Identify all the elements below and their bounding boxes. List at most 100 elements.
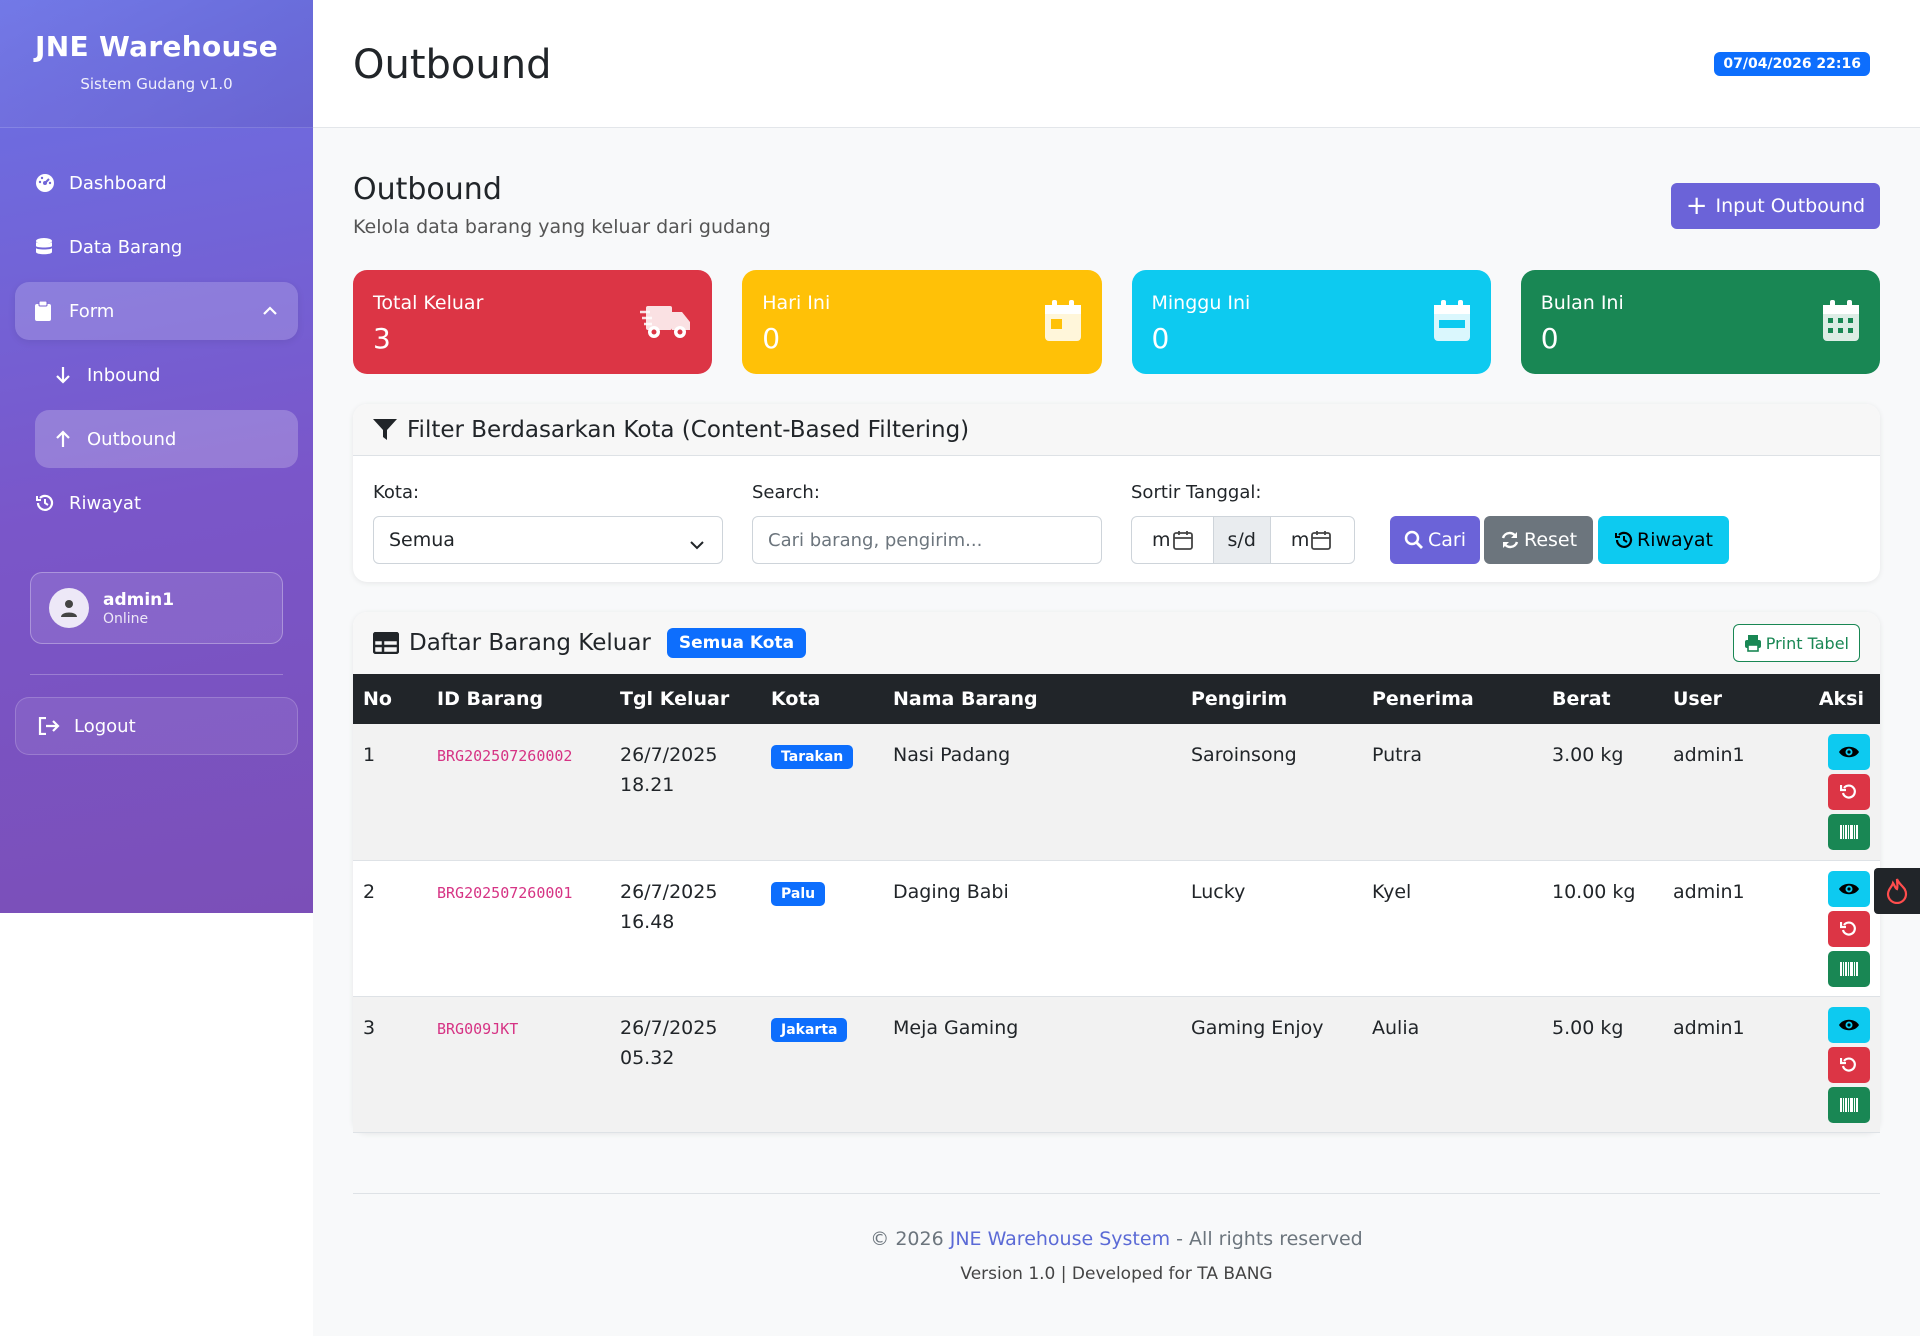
date-text: 26/7/2025 (620, 1016, 718, 1039)
barcode-button[interactable] (1828, 950, 1870, 987)
cell-penerima: Aulia (1362, 996, 1542, 1133)
date-from-input[interactable]: m (1132, 517, 1213, 563)
kota-badge: Tarakan (771, 745, 854, 769)
reset-button[interactable]: Reset (1484, 516, 1594, 564)
cell-penerima: Kyel (1362, 860, 1542, 997)
sidebar-item-label: Inbound (87, 364, 161, 386)
undo-icon (1840, 784, 1856, 799)
floating-fire-button[interactable] (1874, 868, 1920, 914)
view-button[interactable] (1828, 870, 1870, 907)
footer-version: Version 1.0 | Developed for TA BANG (960, 1263, 1273, 1284)
cell-berat: 5.00 kg (1542, 996, 1663, 1133)
sidebar-item-data-barang[interactable]: Data Barang (15, 218, 298, 276)
cell-penerima: Putra (1362, 724, 1542, 861)
kota-badge: Palu (771, 881, 826, 906)
logout-button[interactable]: Logout (15, 697, 298, 755)
col-tgl-keluar: Tgl Keluar (610, 674, 761, 724)
sidebar-item-outbound[interactable]: Outbound (35, 410, 298, 468)
cell-date: 26/7/2025 18.21 (610, 724, 761, 861)
cell-pengirim: Gaming Enjoy (1181, 996, 1362, 1133)
page-title: Outbound (353, 172, 502, 207)
chevron-up-icon (262, 301, 278, 322)
print-table-label: Print Tabel (1765, 633, 1849, 653)
riwayat-button[interactable]: Riwayat (1598, 516, 1729, 564)
date-to-input[interactable]: m (1271, 517, 1352, 563)
eye-icon (1839, 883, 1859, 894)
logout-label: Logout (74, 715, 136, 737)
cari-label: Cari (1428, 529, 1466, 551)
filter-icon (373, 418, 397, 441)
user-icon (61, 600, 77, 617)
riwayat-label: Riwayat (1637, 529, 1713, 551)
sidebar-item-form[interactable]: Form (15, 282, 298, 340)
col-berat: Berat (1542, 674, 1663, 724)
table-row: 3 BRG009JKT 26/7/2025 05.32 Jakarta Meja … (353, 996, 1880, 1133)
filter-card: Filter Berdasarkan Kota (Content-Based F… (353, 404, 1880, 582)
footer-brand-link[interactable]: JNE Warehouse System (949, 1227, 1171, 1250)
database-icon (35, 237, 69, 257)
logout-icon (38, 717, 74, 735)
table-row: 1 BRG202507260002 26/7/2025 18.21 Tarakan… (353, 724, 1880, 861)
cell-id: BRG202507260002 (427, 724, 610, 861)
rights-text: - All rights reserved (1176, 1227, 1363, 1250)
cell-aksi (1773, 996, 1880, 1133)
eye-icon (1839, 746, 1859, 758)
undo-button[interactable] (1828, 774, 1870, 810)
barcode-icon (1840, 961, 1858, 976)
date-text: 26/7/2025 (620, 880, 718, 903)
cell-kota: Palu (761, 860, 883, 997)
undo-button[interactable] (1828, 1046, 1870, 1083)
main-area: Outbound 07/04/2026 22:16 Outbound Kelol… (313, 0, 1920, 1336)
id-code: BRG202507260002 (437, 747, 573, 765)
kota-badge: Jakarta (771, 1017, 848, 1042)
kota-label: Kota: (373, 482, 420, 503)
truck-icon (640, 300, 692, 346)
barcode-button[interactable] (1828, 814, 1870, 850)
cell-berat: 3.00 kg (1542, 724, 1663, 861)
user-status: Online (103, 610, 149, 627)
sidebar-item-label: Form (69, 300, 115, 322)
search-input[interactable]: Cari barang, pengirim... (752, 516, 1102, 564)
cell-aksi (1773, 724, 1880, 861)
sidebar-item-riwayat[interactable]: Riwayat (15, 474, 298, 532)
sidebar-item-dashboard[interactable]: Dashboard (15, 154, 298, 212)
avatar (49, 588, 89, 628)
brand-title: JNE Warehouse (35, 30, 278, 63)
date-to-value: m (1290, 529, 1310, 551)
id-code: BRG202507260001 (437, 883, 573, 902)
time-text: 18.21 (620, 774, 675, 796)
print-table-button[interactable]: Print Tabel (1732, 624, 1860, 662)
calendar-month-icon (1822, 300, 1860, 346)
view-button[interactable] (1828, 1006, 1870, 1043)
search-placeholder: Cari barang, pengirim... (768, 529, 983, 551)
col-kota: Kota (761, 674, 883, 724)
kota-select[interactable]: Semua (373, 516, 723, 564)
page-header: Outbound Kelola data barang yang keluar … (353, 128, 1880, 270)
calendar-icon (1172, 530, 1193, 550)
sidebar-item-inbound[interactable]: Inbound (35, 346, 298, 404)
filter-title: Filter Berdasarkan Kota (Content-Based F… (407, 416, 970, 443)
stat-value: 0 (1540, 322, 1559, 355)
undo-button[interactable] (1828, 910, 1870, 947)
cell-aksi (1773, 860, 1880, 997)
view-button[interactable] (1828, 734, 1870, 770)
stat-label: Minggu Ini (1151, 292, 1251, 314)
brand-subtitle: Sistem Gudang v1.0 (80, 75, 233, 93)
sidebar: JNE Warehouse Sistem Gudang v1.0 Dashboa… (0, 0, 313, 913)
cari-button[interactable]: Cari (1390, 516, 1480, 564)
calendar-day-icon (1044, 300, 1082, 346)
col-no: No (353, 674, 427, 724)
reset-label: Reset (1524, 529, 1578, 551)
cell-no: 3 (353, 996, 427, 1133)
sidebar-item-label: Riwayat (69, 492, 141, 514)
undo-icon (1840, 920, 1856, 936)
sidebar-divider (30, 674, 283, 675)
stat-value: 0 (762, 322, 781, 355)
user-name: admin1 (103, 589, 175, 610)
barcode-icon (1840, 1097, 1858, 1112)
table-header-row: No ID Barang Tgl Keluar Kota Nama Barang… (353, 674, 1880, 724)
input-outbound-button[interactable]: + Input Outbound (1670, 183, 1880, 229)
col-pengirim: Pengirim (1181, 674, 1362, 724)
barcode-button[interactable] (1828, 1086, 1870, 1123)
filter-card-header: Filter Berdasarkan Kota (Content-Based F… (353, 404, 1880, 456)
